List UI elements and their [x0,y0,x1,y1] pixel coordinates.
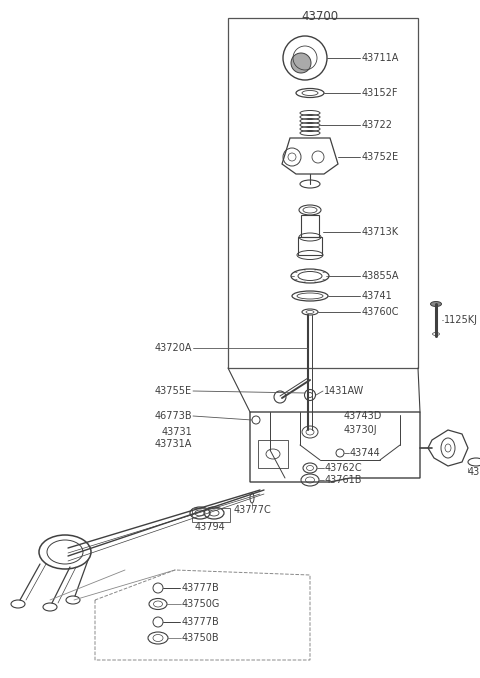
Text: 43730J: 43730J [344,425,378,435]
Circle shape [291,53,311,73]
Text: 1431AW: 1431AW [324,386,364,396]
Bar [192,508,230,522]
Text: 43755E: 43755E [155,386,192,396]
Text: 43741: 43741 [362,291,393,301]
Text: 43713K: 43713K [362,227,399,237]
Bar [258,440,288,468]
Text: 43700: 43700 [301,10,338,23]
Text: 43711A: 43711A [362,53,399,63]
Text: 43731: 43731 [161,427,192,437]
Text: 43750B: 43750B [182,633,220,643]
Text: 43777C: 43777C [233,505,271,515]
Text: 43750G: 43750G [182,599,220,609]
Bar [298,237,322,255]
Text: 1125KJ: 1125KJ [444,315,478,325]
Ellipse shape [431,302,442,306]
Text: 43744: 43744 [350,448,381,458]
Text: 43757C: 43757C [468,467,480,477]
Text: 43722: 43722 [362,120,393,130]
Text: 43777B: 43777B [182,617,220,627]
Text: 43760C: 43760C [362,307,399,317]
Text: 46773B: 46773B [155,411,192,421]
Text: 43743D: 43743D [344,411,383,421]
Text: 43152F: 43152F [362,88,398,98]
Bar [301,215,319,237]
Text: 43761B: 43761B [325,475,362,485]
Text: 43731A: 43731A [155,439,192,449]
Text: 43752E: 43752E [362,152,399,162]
Bar [228,18,418,368]
Text: 43720A: 43720A [155,343,192,353]
Text: 43855A: 43855A [362,271,399,281]
Text: 43794: 43794 [194,522,226,532]
Text: 43777B: 43777B [182,583,220,593]
Text: 43762C: 43762C [325,463,362,473]
